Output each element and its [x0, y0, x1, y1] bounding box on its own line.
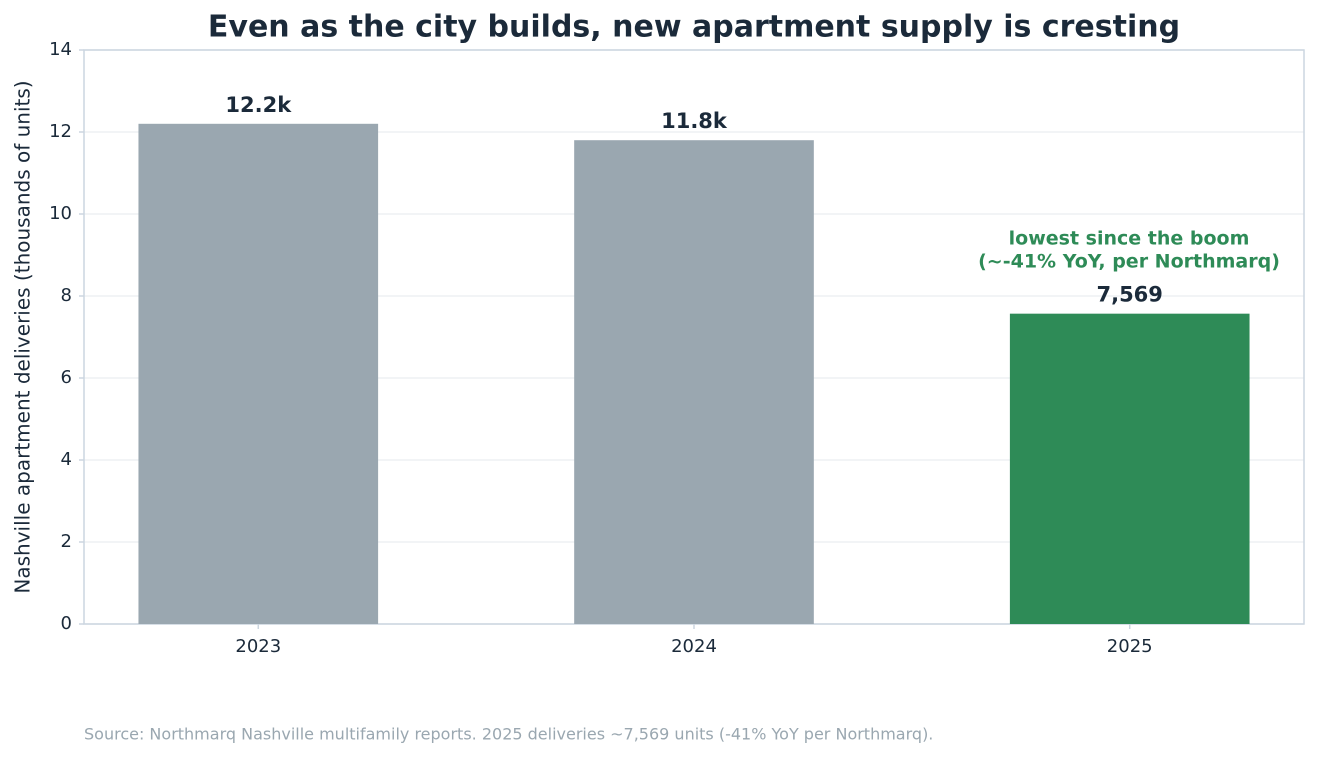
y-tick-label: 2 — [61, 531, 72, 552]
bar — [574, 140, 814, 624]
y-tick-label: 4 — [61, 449, 72, 470]
x-tick-label: 2024 — [671, 636, 717, 657]
y-tick-label: 8 — [61, 285, 72, 306]
source-note: Source: Northmarq Nashville multifamily … — [84, 725, 933, 744]
x-tick-label: 2023 — [235, 636, 281, 657]
value-label: 11.8k — [661, 109, 728, 133]
bar — [138, 123, 379, 625]
bar — [1009, 313, 1250, 624]
x-tick-label: 2025 — [1107, 636, 1153, 657]
y-tick-label: 6 — [61, 367, 72, 388]
y-tick-label: 12 — [49, 121, 72, 142]
y-axis-title: Nashville apartment deliveries (thousand… — [11, 80, 35, 593]
annotation: (~-41% YoY, per Northmarq) — [978, 251, 1280, 273]
value-label: 7,569 — [1096, 283, 1162, 307]
y-tick-label: 10 — [49, 203, 72, 224]
annotation: lowest since the boom — [1009, 228, 1250, 250]
y-tick-label: 0 — [61, 613, 72, 634]
chart-title: Even as the city builds, new apartment s… — [208, 10, 1180, 45]
value-label: 12.2k — [225, 93, 292, 117]
y-tick-label: 14 — [49, 39, 72, 60]
